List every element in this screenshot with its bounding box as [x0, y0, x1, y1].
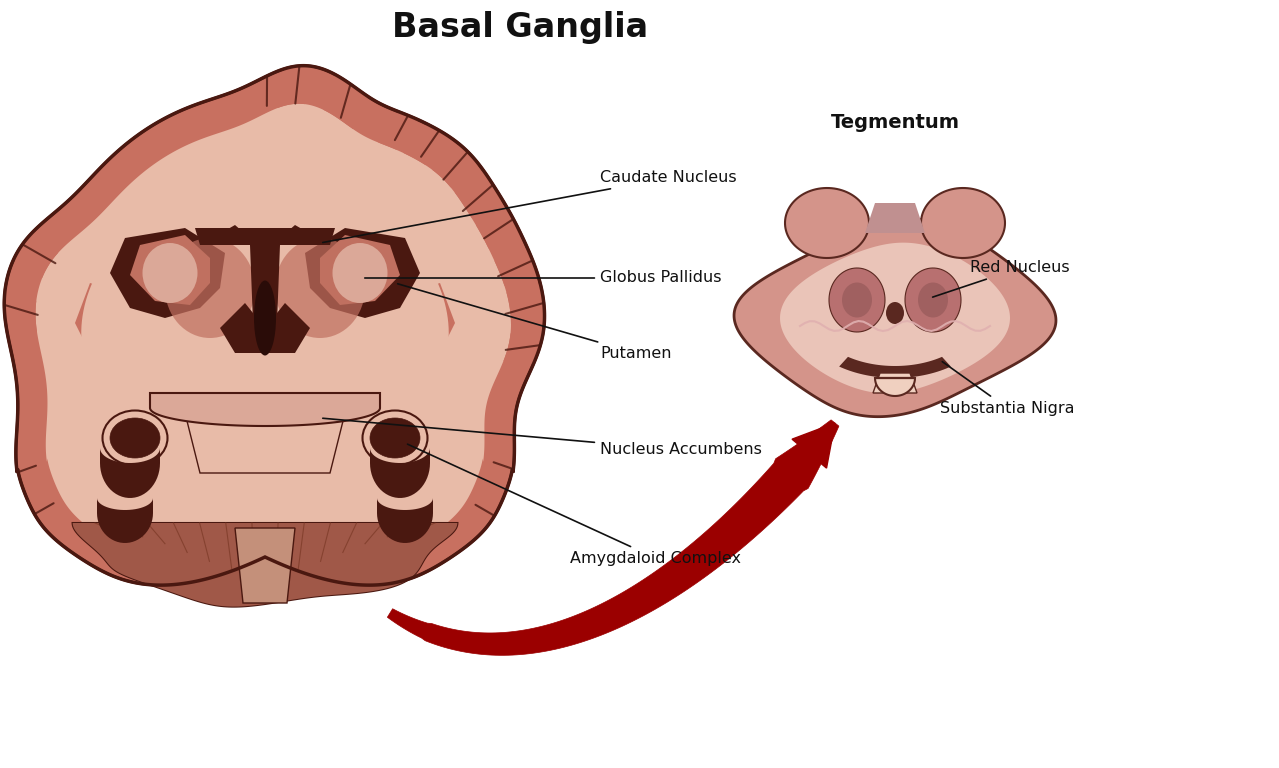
Polygon shape [110, 228, 225, 318]
Polygon shape [304, 228, 420, 318]
Text: Amygdaloid Complex: Amygdaloid Complex [408, 444, 741, 565]
Polygon shape [504, 332, 544, 363]
Polygon shape [454, 170, 503, 218]
Polygon shape [404, 124, 451, 165]
Ellipse shape [255, 280, 276, 356]
Polygon shape [921, 188, 1005, 258]
Polygon shape [36, 104, 512, 561]
Polygon shape [734, 220, 1056, 417]
Text: Tegmentum: Tegmentum [830, 114, 959, 133]
Polygon shape [194, 228, 335, 245]
Ellipse shape [842, 283, 872, 317]
Polygon shape [73, 523, 458, 607]
Polygon shape [82, 183, 449, 492]
Polygon shape [785, 188, 868, 258]
Ellipse shape [333, 243, 388, 303]
Text: Red Nucleus: Red Nucleus [932, 260, 1069, 297]
Polygon shape [839, 357, 950, 378]
Text: Nucleus Accumbens: Nucleus Accumbens [322, 419, 762, 458]
Ellipse shape [370, 418, 420, 458]
Polygon shape [495, 249, 538, 286]
Polygon shape [280, 225, 330, 245]
Text: Substantia Nigra: Substantia Nigra [940, 362, 1074, 415]
Polygon shape [185, 413, 345, 473]
Polygon shape [4, 66, 545, 585]
Polygon shape [75, 283, 136, 363]
Polygon shape [14, 231, 59, 278]
Polygon shape [320, 235, 400, 305]
Polygon shape [130, 235, 210, 305]
Text: Caudate Nucleus: Caudate Nucleus [322, 170, 737, 243]
Polygon shape [4, 285, 37, 332]
Ellipse shape [165, 238, 255, 338]
Text: Basal Ganglia: Basal Ganglia [391, 12, 648, 45]
Polygon shape [476, 208, 522, 249]
Polygon shape [150, 393, 380, 426]
Polygon shape [780, 243, 1010, 393]
Ellipse shape [275, 238, 365, 338]
Ellipse shape [886, 302, 904, 324]
Polygon shape [506, 285, 545, 324]
Polygon shape [388, 420, 839, 655]
Polygon shape [395, 283, 455, 363]
Polygon shape [324, 74, 368, 129]
Polygon shape [249, 245, 280, 323]
Ellipse shape [142, 243, 197, 303]
Polygon shape [97, 498, 153, 543]
Polygon shape [200, 225, 249, 245]
Text: Putamen: Putamen [398, 284, 671, 360]
Polygon shape [370, 448, 430, 498]
Text: Globus Pallidus: Globus Pallidus [365, 270, 721, 286]
Polygon shape [235, 528, 295, 603]
Polygon shape [377, 498, 434, 543]
FancyArrow shape [792, 423, 835, 468]
Ellipse shape [110, 418, 160, 458]
Polygon shape [906, 268, 961, 332]
Polygon shape [100, 448, 160, 498]
Polygon shape [874, 373, 917, 393]
Polygon shape [73, 523, 458, 607]
Polygon shape [829, 268, 885, 332]
Polygon shape [379, 111, 418, 150]
Ellipse shape [918, 283, 948, 317]
Polygon shape [865, 203, 925, 233]
Polygon shape [875, 378, 914, 396]
Polygon shape [220, 303, 310, 353]
Polygon shape [432, 144, 480, 187]
Polygon shape [278, 66, 315, 108]
